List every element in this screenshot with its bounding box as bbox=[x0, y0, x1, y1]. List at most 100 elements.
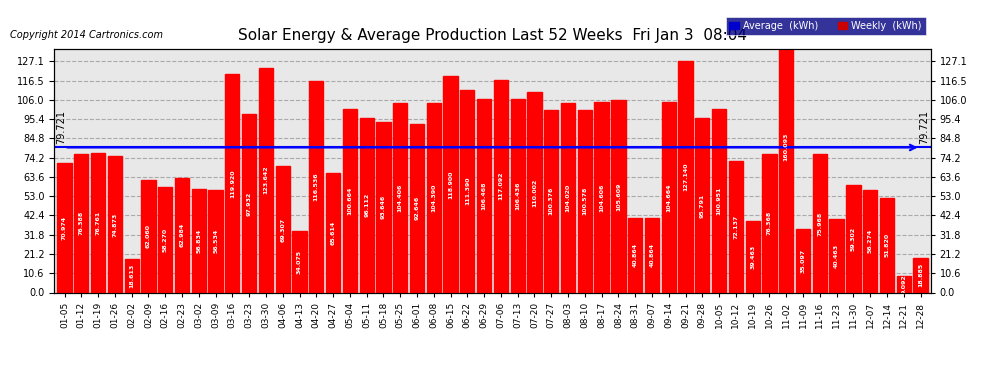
Text: 79.721: 79.721 bbox=[56, 110, 66, 144]
Bar bbox=[544, 110, 558, 292]
Bar bbox=[258, 68, 273, 292]
Text: 96.112: 96.112 bbox=[364, 193, 369, 217]
Bar bbox=[494, 80, 508, 292]
Bar bbox=[561, 103, 575, 292]
Text: 106.468: 106.468 bbox=[481, 182, 487, 210]
Bar bbox=[914, 258, 928, 292]
Bar bbox=[528, 92, 542, 292]
Text: 39.463: 39.463 bbox=[750, 244, 755, 269]
Text: 18.885: 18.885 bbox=[918, 263, 923, 288]
Bar bbox=[74, 153, 88, 292]
Bar bbox=[578, 110, 592, 292]
Text: 51.820: 51.820 bbox=[884, 233, 889, 257]
Bar bbox=[393, 103, 407, 292]
Text: 70.974: 70.974 bbox=[62, 216, 67, 240]
Bar bbox=[444, 76, 457, 292]
Text: 118.900: 118.900 bbox=[448, 170, 453, 198]
Text: 56.274: 56.274 bbox=[867, 229, 872, 254]
Text: 100.376: 100.376 bbox=[548, 187, 553, 215]
Text: 100.664: 100.664 bbox=[347, 187, 352, 215]
Text: 62.060: 62.060 bbox=[146, 224, 150, 248]
Bar bbox=[427, 103, 441, 292]
Bar bbox=[410, 124, 424, 292]
Text: 79.721: 79.721 bbox=[919, 110, 929, 144]
Bar bbox=[175, 178, 189, 292]
Text: 76.388: 76.388 bbox=[79, 211, 84, 235]
Bar bbox=[460, 90, 474, 292]
Bar bbox=[695, 118, 710, 292]
Bar bbox=[242, 114, 256, 292]
Text: 106.436: 106.436 bbox=[515, 182, 520, 210]
Text: 160.093: 160.093 bbox=[784, 133, 789, 161]
Bar bbox=[712, 109, 727, 292]
Text: 58.270: 58.270 bbox=[162, 228, 167, 252]
Text: 105.609: 105.609 bbox=[616, 182, 621, 211]
Bar bbox=[644, 218, 659, 292]
Text: 97.932: 97.932 bbox=[247, 191, 251, 216]
Text: 40.864: 40.864 bbox=[633, 243, 638, 267]
Bar bbox=[745, 221, 759, 292]
Bar bbox=[880, 198, 894, 292]
Text: 74.873: 74.873 bbox=[113, 212, 118, 237]
Text: 69.307: 69.307 bbox=[280, 217, 285, 242]
Text: 62.984: 62.984 bbox=[179, 223, 184, 248]
Bar bbox=[846, 184, 860, 292]
Bar bbox=[762, 154, 776, 292]
Bar bbox=[594, 102, 609, 292]
Bar bbox=[343, 110, 357, 292]
Text: 34.075: 34.075 bbox=[297, 249, 302, 274]
Text: 76.761: 76.761 bbox=[96, 210, 101, 235]
Legend: Average  (kWh), Weekly  (kWh): Average (kWh), Weekly (kWh) bbox=[726, 17, 926, 35]
Title: Solar Energy & Average Production Last 52 Weeks  Fri Jan 3  08:04: Solar Energy & Average Production Last 5… bbox=[238, 28, 747, 44]
Text: 72.137: 72.137 bbox=[734, 215, 739, 239]
Bar bbox=[678, 61, 693, 292]
Text: 59.302: 59.302 bbox=[850, 226, 856, 251]
Bar bbox=[359, 118, 374, 292]
Text: 116.536: 116.536 bbox=[314, 172, 319, 201]
Text: 56.534: 56.534 bbox=[213, 229, 218, 253]
Text: 100.578: 100.578 bbox=[582, 187, 587, 215]
Text: 95.791: 95.791 bbox=[700, 193, 705, 217]
Text: 104.390: 104.390 bbox=[432, 183, 437, 212]
Bar bbox=[209, 190, 223, 292]
Bar bbox=[813, 154, 827, 292]
Bar bbox=[897, 276, 911, 292]
Bar bbox=[477, 99, 491, 292]
Text: 110.002: 110.002 bbox=[532, 178, 537, 207]
Text: 40.864: 40.864 bbox=[649, 243, 654, 267]
Text: 75.968: 75.968 bbox=[818, 211, 823, 236]
Bar bbox=[796, 229, 810, 292]
Bar bbox=[91, 153, 105, 292]
Text: 100.951: 100.951 bbox=[717, 186, 722, 215]
Text: 127.140: 127.140 bbox=[683, 163, 688, 191]
Bar bbox=[729, 161, 743, 292]
Bar bbox=[863, 190, 877, 292]
Bar bbox=[309, 81, 324, 292]
Bar bbox=[158, 186, 172, 292]
Text: 76.368: 76.368 bbox=[767, 211, 772, 235]
Bar bbox=[108, 156, 122, 292]
Text: 123.642: 123.642 bbox=[263, 166, 268, 194]
Text: 104.606: 104.606 bbox=[599, 183, 604, 211]
Bar bbox=[142, 180, 155, 292]
Text: 104.664: 104.664 bbox=[666, 183, 671, 211]
Bar bbox=[830, 219, 843, 292]
Text: 18.613: 18.613 bbox=[129, 264, 135, 288]
Bar bbox=[661, 102, 676, 292]
Bar bbox=[326, 173, 341, 292]
Bar bbox=[779, 1, 793, 292]
Text: 119.920: 119.920 bbox=[230, 169, 235, 198]
Text: 35.097: 35.097 bbox=[801, 249, 806, 273]
Text: 56.834: 56.834 bbox=[196, 229, 201, 253]
Text: 93.646: 93.646 bbox=[381, 195, 386, 219]
Text: 9.092: 9.092 bbox=[901, 274, 906, 294]
Text: 92.646: 92.646 bbox=[415, 196, 420, 220]
Bar bbox=[511, 99, 525, 292]
Text: Copyright 2014 Cartronics.com: Copyright 2014 Cartronics.com bbox=[10, 30, 163, 40]
Text: 104.020: 104.020 bbox=[565, 184, 570, 212]
Bar bbox=[226, 74, 240, 292]
Bar bbox=[275, 166, 290, 292]
Bar bbox=[611, 100, 626, 292]
Text: 104.406: 104.406 bbox=[398, 183, 403, 212]
Bar bbox=[57, 164, 71, 292]
